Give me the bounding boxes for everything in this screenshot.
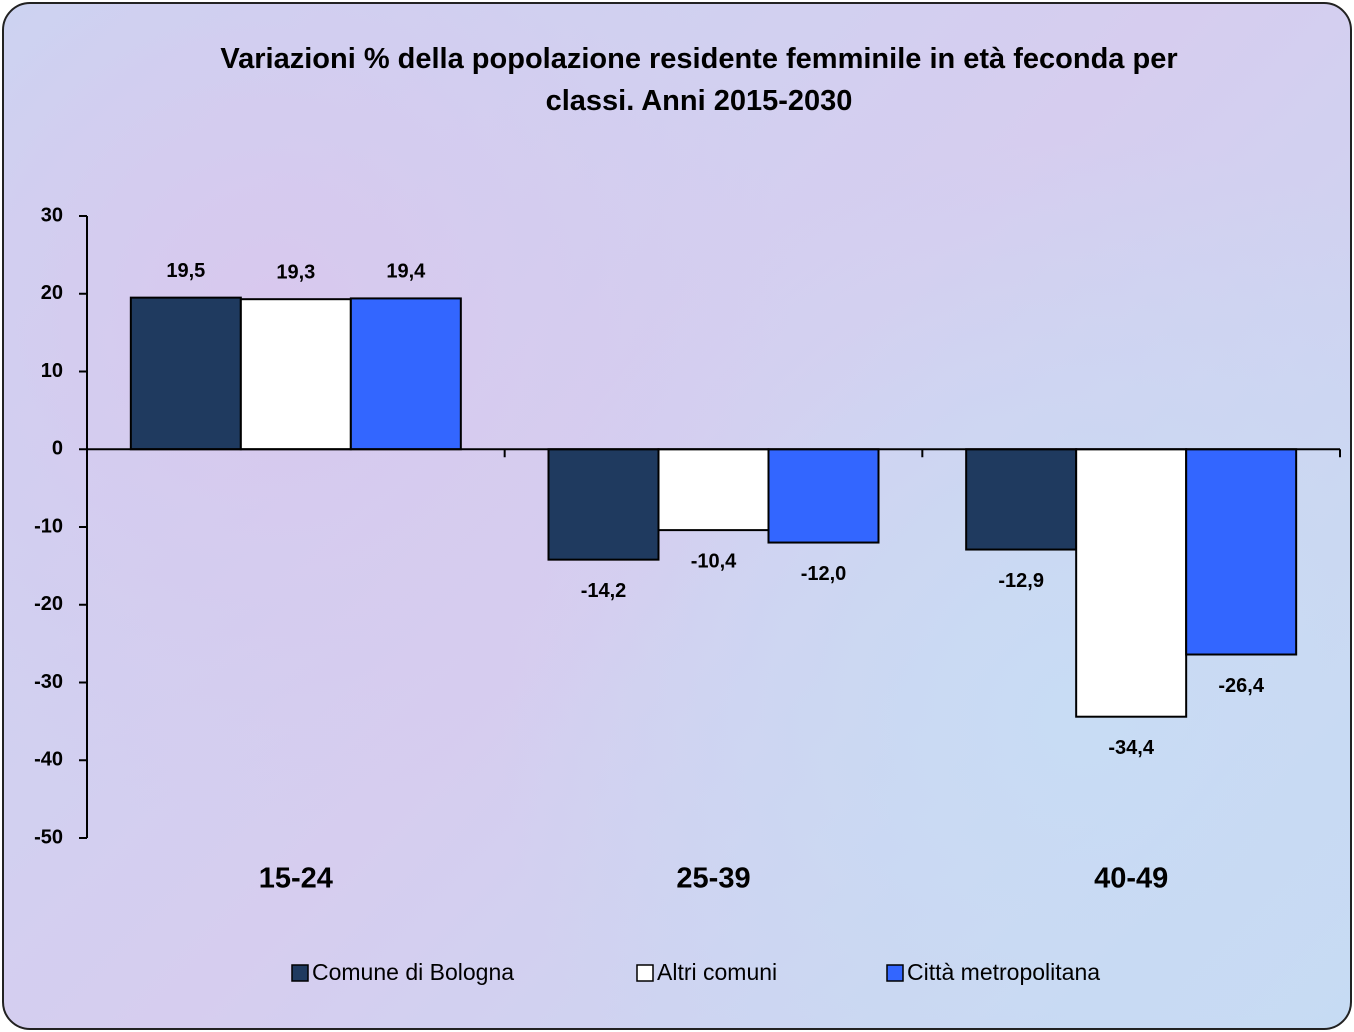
bar	[657, 448, 770, 532]
y-tick-label: -20	[34, 593, 63, 615]
value-label: -12,9	[998, 570, 1044, 592]
y-tick-label: -10	[34, 515, 63, 537]
value-label: -10,4	[691, 550, 737, 572]
y-tick-label: -40	[34, 749, 63, 771]
x-tick-label: 15-24	[259, 863, 333, 895]
x-tick-label: 40-49	[1094, 863, 1168, 895]
bar	[1185, 448, 1298, 656]
value-label: 19,4	[386, 261, 426, 283]
y-tick-label: -50	[34, 826, 63, 848]
legend-label: Comune di Bologna	[312, 959, 514, 985]
legend-label: Altri comuni	[657, 959, 777, 985]
value-label: -12,0	[801, 563, 847, 585]
value-label: -14,2	[581, 580, 627, 602]
value-label: -34,4	[1108, 737, 1154, 759]
bar	[547, 448, 660, 561]
bar	[767, 448, 880, 544]
legend-label: Città metropolitana	[907, 959, 1100, 985]
y-tick-label: 0	[52, 438, 63, 460]
y-tick-label: 10	[41, 360, 63, 382]
y-tick-label: 20	[41, 282, 63, 304]
value-label: -26,4	[1218, 675, 1264, 697]
y-tick-label: -30	[34, 671, 63, 693]
legend-swatch	[291, 964, 309, 982]
x-tick-label: 25-39	[676, 863, 750, 895]
value-label: 19,5	[166, 260, 205, 282]
bar	[239, 298, 352, 451]
chart-title: Variazioni % della popolazione residente…	[220, 43, 1178, 117]
bar	[1075, 448, 1188, 718]
legend-swatch	[886, 964, 904, 982]
bar	[965, 448, 1078, 551]
y-tick-label: 30	[41, 204, 63, 226]
bar	[349, 297, 462, 451]
value-label: 19,3	[276, 261, 315, 283]
legend-swatch	[636, 964, 654, 982]
bar	[129, 296, 242, 451]
